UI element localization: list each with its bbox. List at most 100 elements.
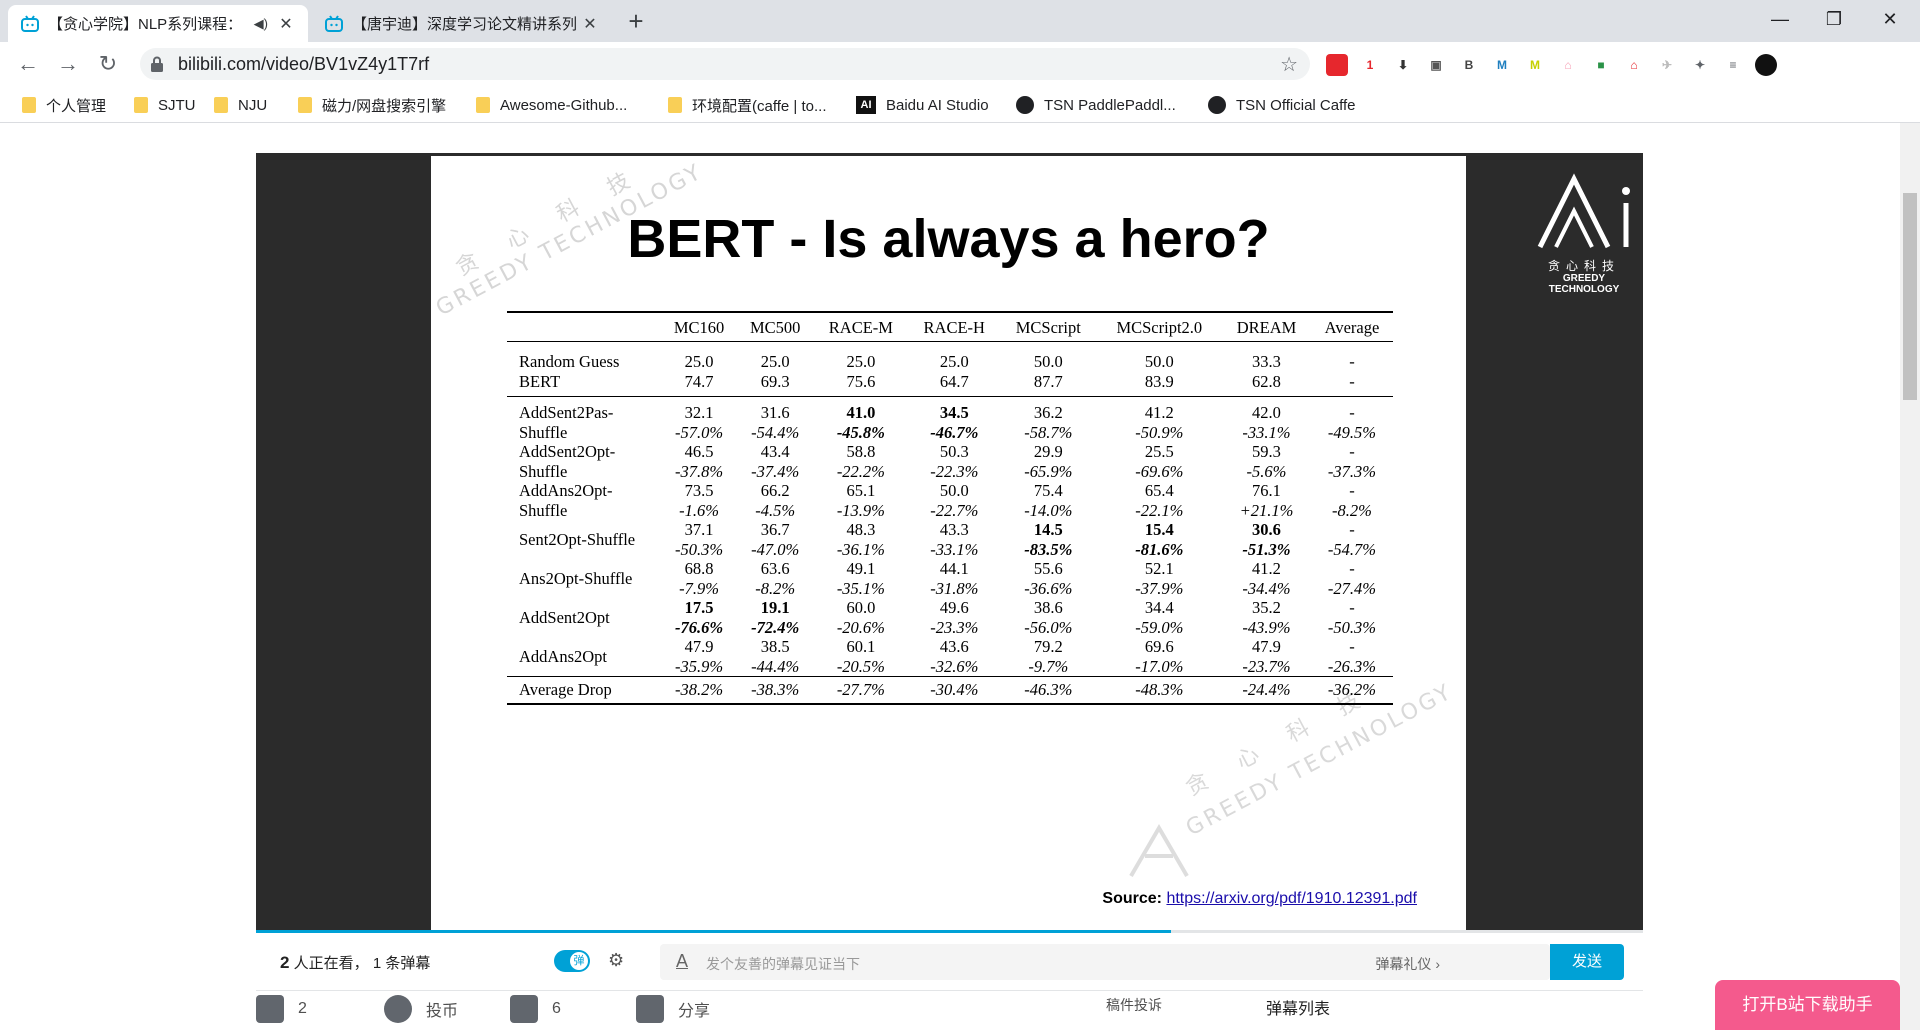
youdao-icon[interactable] [1326, 54, 1348, 76]
download-icon[interactable]: ⬇ [1397, 58, 1409, 72]
drop-cell: -46.7% [930, 422, 979, 442]
table-cell: -24.4% [1222, 676, 1311, 705]
danmaku-placeholder: 发个友善的弹幕见证当下 [706, 956, 860, 972]
bookmark-folder[interactable]: 环境配置(caffe | to... [668, 94, 827, 116]
table-cell: 55.6 [1033, 559, 1063, 578]
bookmark-link[interactable]: TSN PaddlePaddl... [1016, 94, 1176, 116]
bookmark-label: TSN PaddlePaddl... [1044, 96, 1176, 114]
bookmark-folder[interactable]: SJTU [134, 94, 196, 116]
drop-cell: -57.0% [674, 422, 724, 442]
address-bar[interactable]: bilibili.com/video/BV1vZ4y1T7rf ☆ [140, 48, 1310, 80]
colorful-icon[interactable]: ■ [1597, 58, 1605, 72]
table-row-drop: -57.0% -54.4% -45.8% -46.7% -58.7% -50.9% -33.… [507, 423, 1393, 443]
m-yellow-icon[interactable]: M [1530, 58, 1540, 72]
font-style-icon[interactable]: A [676, 951, 689, 971]
speaker-icon[interactable]: ◀) [253, 15, 268, 31]
restore-button[interactable]: ❐ [1825, 9, 1843, 29]
bookmark-label: Awesome-Github... [500, 96, 628, 114]
coin-icon [384, 995, 412, 1023]
danmaku-etiquette-link[interactable]: 弹幕礼仪 › [1375, 956, 1440, 972]
table-row: Random Guess 25.0 25.0 25.0 25.0 50.0 50.0 33.3… [507, 342, 1393, 372]
bookmark-link[interactable]: TSN Official Caffe [1208, 94, 1356, 116]
tab-title: 【贪心学院】NLP系列课程： [48, 16, 243, 33]
coin-button[interactable]: 投币 [384, 995, 458, 1023]
bilibili-helper-icon[interactable]: ⌂ [1564, 58, 1572, 72]
base64-icon[interactable]: B [1464, 58, 1474, 72]
ai-studio-icon: AI [856, 96, 876, 114]
close-tab-icon[interactable]: ✕ [583, 15, 597, 33]
like-button[interactable]: 2 [256, 995, 307, 1023]
table-body: Random Guess 25.0 25.0 25.0 25.0 50.0 50.0 33.3… [507, 342, 1393, 705]
video-player[interactable]: GREEDY TECHNOLOGY 贪 心 科 技 GREEDY TECHNOL… [256, 153, 1643, 932]
danmaku-settings-icon[interactable]: ⚙ [608, 950, 625, 970]
source-link[interactable]: https://arxiv.org/pdf/1910.12391.pdf [1166, 890, 1417, 907]
danmaku-input[interactable]: A 发个友善的弹幕见证当下 弹幕礼仪 › [660, 944, 1550, 980]
mendeley-icon[interactable]: M [1497, 58, 1507, 72]
table-cell: -38.2% [661, 676, 738, 705]
folder-icon [134, 97, 148, 113]
profile-avatar-icon[interactable] [1755, 54, 1777, 76]
bilibili-download-helper-button[interactable]: 打开B站下载助手 [1715, 980, 1900, 1030]
drop-cell: -23.3% [930, 617, 979, 637]
tab-active[interactable]: 【贪心学院】NLP系列课程： ◀) ✕ [8, 5, 308, 42]
report-button[interactable]: 稿件投诉 [1106, 995, 1162, 1015]
danmaku-toggle[interactable]: 弹 [554, 950, 590, 972]
table-cell: 87.7 [1033, 371, 1063, 391]
bookmark-link[interactable]: AI Baidu AI Studio [856, 94, 989, 116]
table-cell: - [1349, 371, 1355, 391]
minimize-button[interactable]: — [1771, 9, 1789, 29]
bookmark-label: NJU [238, 96, 268, 114]
table-cell: 65.1 [846, 481, 876, 500]
drop-cell: -37.9% [1135, 578, 1184, 598]
bookmark-label: 磁力/网盘搜索引擎 [322, 97, 447, 115]
favorite-button[interactable]: 6 [510, 995, 561, 1023]
ext-red-badge-icon[interactable]: 1 [1366, 58, 1374, 72]
bird-icon[interactable]: ✈ [1661, 58, 1673, 72]
drop-cell: -45.8% [836, 422, 885, 442]
bookmark-star-icon[interactable]: ☆ [1280, 54, 1298, 76]
close-window-button[interactable]: ✕ [1882, 9, 1898, 29]
table-cell: 43.6 [939, 637, 969, 656]
drop-cell: -32.6% [930, 656, 979, 676]
bookmark-label: 个人管理 [46, 97, 107, 115]
table-cell: 59.3 [1252, 442, 1281, 461]
table-cell: 38.6 [1033, 598, 1063, 617]
table-cell: 15.4 [1144, 520, 1174, 539]
table-cell: 75.4 [1033, 481, 1063, 500]
bookmark-folder[interactable]: Awesome-Github... [476, 94, 627, 116]
cart-icon[interactable]: ⌂ [1630, 58, 1638, 72]
table-cell: 58.8 [846, 442, 876, 461]
drop-cell: -65.9% [1024, 461, 1073, 481]
send-button[interactable]: 发送 [1550, 944, 1624, 980]
row-label: AddAns2Opt-Shuffle [519, 481, 613, 520]
video-progress-bar[interactable] [256, 930, 1643, 933]
new-tab-button[interactable]: + [628, 6, 644, 36]
bookmark-label: 环境配置(caffe | to... [692, 97, 827, 115]
playlist-icon[interactable]: ≡ [1729, 58, 1737, 72]
column-header: DREAM [1222, 311, 1311, 342]
danmaku-list-header[interactable]: 弹幕列表 [1266, 995, 1330, 1019]
share-button[interactable]: 分享 [636, 995, 710, 1023]
bookmark-label: TSN Official Caffe [1236, 96, 1356, 114]
drop-cell: -23.7% [1242, 656, 1291, 676]
close-tab-icon[interactable]: ✕ [279, 15, 293, 33]
bookmark-folder[interactable]: 磁力/网盘搜索引擎 [298, 94, 446, 116]
reload-icon[interactable]: ↻ [98, 51, 118, 76]
back-icon[interactable]: ← [17, 51, 39, 76]
coin-label: 投币 [426, 1003, 459, 1020]
screenshot-icon[interactable]: ▣ [1430, 58, 1442, 72]
drop-cell: -43.9% [1242, 617, 1291, 637]
bookmark-folder[interactable]: NJU [214, 94, 267, 116]
viewer-number: 2 [280, 953, 290, 972]
row-label: AddSent2Pas-Shuffle [507, 396, 661, 442]
tab-inactive[interactable]: 【唐宇迪】深度学习论文精讲系列 ✕ [312, 5, 612, 42]
page-content: GREEDY TECHNOLOGY 贪 心 科 技 GREEDY TECHNOL… [0, 123, 1920, 1030]
tab-title: 【唐宇迪】深度学习论文精讲系列 [352, 16, 578, 33]
forward-icon[interactable]: → [57, 51, 79, 76]
header-blank [507, 311, 661, 342]
scrollbar-thumb[interactable] [1903, 193, 1917, 400]
row-label: AddAns2Opt [519, 646, 608, 666]
puzzle-icon[interactable]: ✦ [1694, 58, 1706, 72]
drop-cell: -54.7% [1327, 539, 1377, 559]
bookmark-folder[interactable]: 个人管理 [22, 94, 106, 116]
